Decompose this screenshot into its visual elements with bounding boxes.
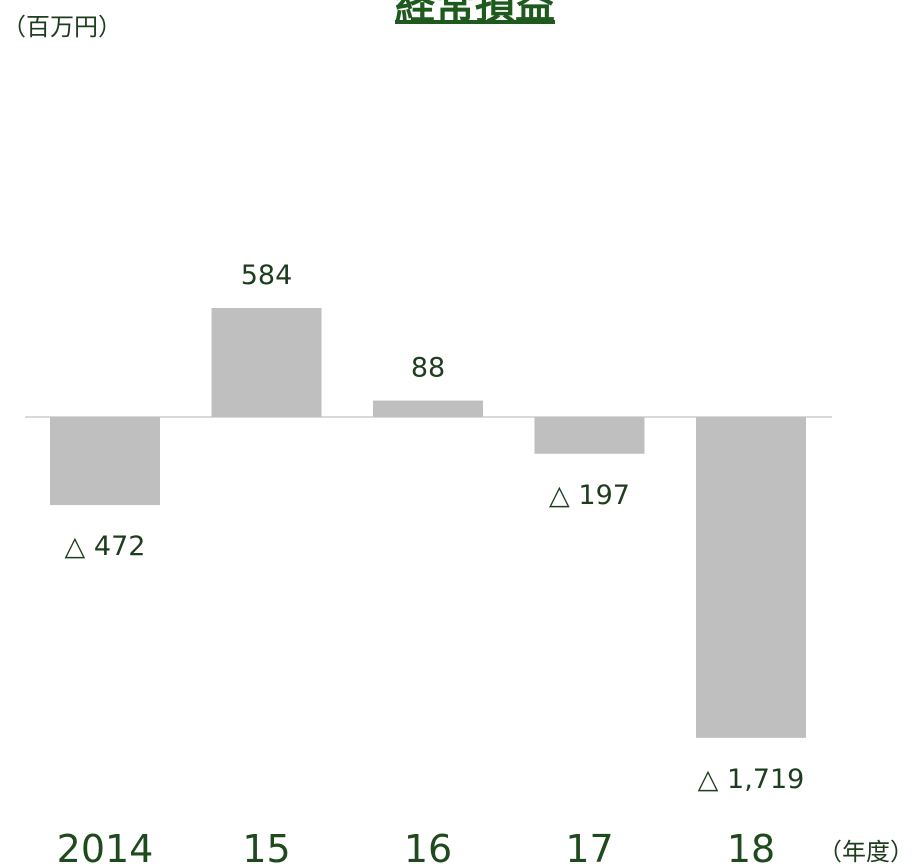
chart-title: 経常損益 [395,0,555,28]
value-label: 584 [241,260,293,291]
bar [534,417,645,454]
bar [211,308,322,417]
x-tick-label: 18 [727,827,775,866]
x-tick-label: 17 [565,827,613,866]
x-tick-label: 15 [242,827,290,866]
value-label: △ 1,719 [698,764,805,795]
bar [50,417,160,506]
x-unit-label: （年度） [818,838,912,866]
value-label: △ 197 [549,480,630,511]
unit-label: （百万円） [2,13,122,41]
value-label: 88 [411,353,445,384]
value-label: △ 472 [65,531,146,562]
bar [373,400,483,417]
bar [696,417,806,738]
x-tick-label: 16 [404,827,452,866]
title-footnote: 1 [566,0,581,6]
x-tick-label: 2014 [57,827,154,866]
